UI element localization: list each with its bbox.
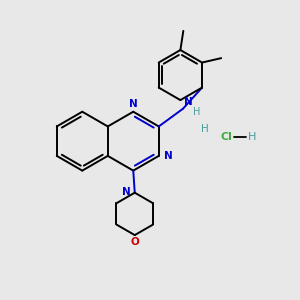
Text: N: N [129,99,138,110]
Text: N: N [184,97,193,107]
Text: H: H [248,132,256,142]
Text: H: H [193,107,200,117]
Text: N: N [122,187,130,196]
Text: Cl: Cl [221,132,232,142]
Text: N: N [164,151,173,161]
Text: H: H [201,124,208,134]
Text: O: O [130,237,139,248]
